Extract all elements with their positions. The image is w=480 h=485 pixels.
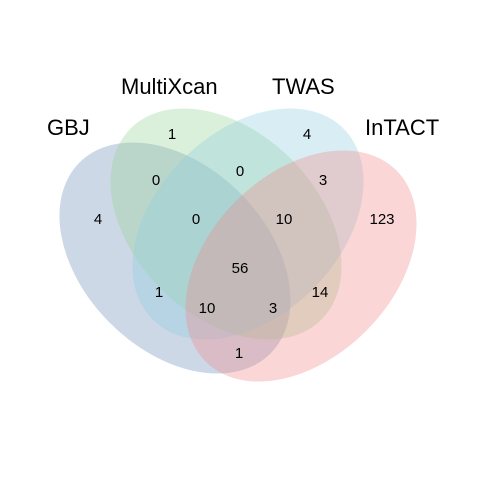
gbj-twas-count: 1 bbox=[155, 284, 163, 301]
intact-set-label: InTACT bbox=[365, 115, 439, 140]
twas-only-count: 4 bbox=[303, 126, 311, 143]
all-four-count: 56 bbox=[232, 260, 249, 277]
gbj-set-label: GBJ bbox=[47, 115, 90, 140]
multixcan-twas-count: 0 bbox=[236, 163, 244, 180]
gbj-multixcan-count: 0 bbox=[152, 172, 160, 189]
twas-set-ellipse bbox=[132, 108, 364, 340]
twas-set-label: TWAS bbox=[272, 74, 335, 99]
intact-only-count: 123 bbox=[369, 211, 394, 228]
multixcan-twas-intact-count: 10 bbox=[276, 211, 293, 228]
multixcan-set-label: MultiXcan bbox=[121, 74, 218, 99]
multixcan-intact-count: 14 bbox=[312, 284, 329, 301]
twas-intact-count: 3 bbox=[319, 172, 327, 189]
multixcan-set-ellipse bbox=[110, 108, 342, 340]
gbj-multixcan-intact-count: 3 bbox=[269, 300, 277, 317]
multixcan-only-count: 1 bbox=[168, 126, 176, 143]
gbj-set-ellipse bbox=[59, 142, 291, 374]
gbj-only-count: 4 bbox=[94, 211, 102, 228]
gbj-intact-count: 1 bbox=[235, 345, 243, 362]
gbj-multixcan-twas-count: 0 bbox=[192, 211, 200, 228]
gbj-twas-intact-count: 10 bbox=[199, 300, 216, 317]
intact-set-ellipse bbox=[185, 150, 417, 382]
